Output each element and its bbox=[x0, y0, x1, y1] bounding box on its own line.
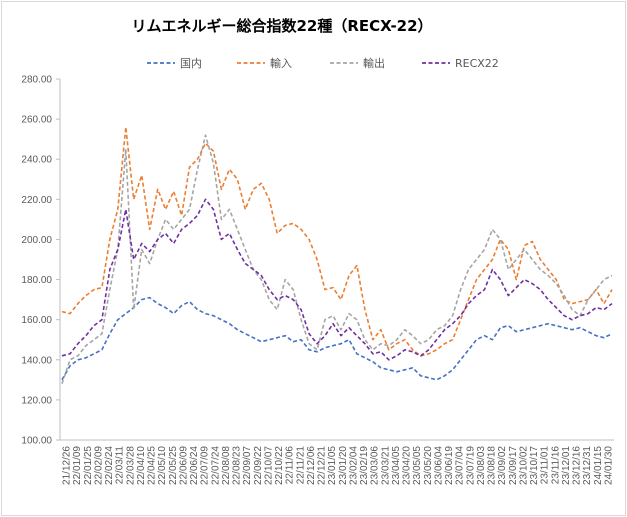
x-tick-label: 22/07/24 bbox=[210, 446, 221, 485]
x-tick-label: 23/01/05 bbox=[327, 446, 338, 485]
x-tick-label: 23/02/19 bbox=[359, 446, 370, 485]
y-axis: 100.00 120.00 140.00 160.00 180.00 200.00 220.… bbox=[21, 75, 61, 447]
plot-area bbox=[61, 126, 613, 385]
x-tick-label: 22/09/22 bbox=[253, 446, 264, 485]
x-tick-label: 22/01/25 bbox=[83, 446, 94, 485]
x-tick-label: 23/05/20 bbox=[423, 446, 434, 485]
x-tick-label: 22/12/06 bbox=[306, 446, 317, 485]
x-tick-label: 23/04/05 bbox=[391, 446, 402, 485]
y-tick-label: 140.00 bbox=[21, 355, 52, 366]
y-tick-label: 260.00 bbox=[21, 115, 52, 126]
x-tick-label: 23/11/16 bbox=[550, 446, 561, 485]
x-tick-label: 23/01/20 bbox=[338, 446, 349, 485]
x-tick-label: 22/11/21 bbox=[295, 446, 306, 485]
x-tick-label: 23/11/01 bbox=[540, 446, 551, 485]
x-axis: 21/12/26 22/01/09 22/01/25 22/02/09 22/02/24… bbox=[60, 439, 615, 485]
x-tick-label: 22/10/07 bbox=[263, 446, 274, 485]
x-tick-label: 22/03/28 bbox=[125, 446, 136, 485]
x-tick-label: 22/02/09 bbox=[93, 446, 104, 485]
x-tick-label: 23/12/31 bbox=[582, 446, 593, 485]
legend-label-3: 輸出 bbox=[363, 56, 385, 70]
series-line-4 bbox=[61, 198, 613, 361]
x-tick-label: 23/09/17 bbox=[508, 446, 519, 485]
x-tick-label: 23/07/19 bbox=[465, 446, 476, 485]
series-line-3 bbox=[61, 134, 613, 385]
x-tick-label: 22/12/21 bbox=[317, 446, 328, 485]
x-tick-label: 22/08/08 bbox=[221, 446, 232, 485]
x-tick-label: 23/03/21 bbox=[380, 446, 391, 485]
x-tick-label: 23/04/20 bbox=[402, 446, 413, 485]
series-line-1 bbox=[61, 296, 613, 381]
x-tick-label: 23/07/04 bbox=[455, 446, 466, 485]
x-tick-label: 22/09/07 bbox=[242, 446, 253, 485]
x-tick-label: 24/01/15 bbox=[593, 446, 604, 485]
x-tick-label: 22/10/22 bbox=[274, 446, 285, 485]
x-tick-label: 22/06/09 bbox=[178, 446, 189, 485]
x-tick-label: 23/10/17 bbox=[529, 446, 540, 485]
y-tick-label: 100.00 bbox=[21, 436, 52, 447]
x-tick-label: 22/01/09 bbox=[72, 446, 83, 485]
x-tick-label: 22/08/23 bbox=[232, 446, 243, 485]
y-tick-label: 180.00 bbox=[21, 275, 52, 286]
x-tick-label: 23/10/02 bbox=[518, 446, 529, 485]
y-tick-label: 240.00 bbox=[21, 155, 52, 166]
y-tick-label: 200.00 bbox=[21, 235, 52, 246]
x-tick-label: 22/03/11 bbox=[115, 446, 126, 485]
x-tick-label: 23/12/16 bbox=[572, 446, 583, 485]
x-tick-label: 23/06/19 bbox=[444, 446, 455, 485]
x-tick-label: 22/05/25 bbox=[168, 446, 179, 485]
x-tick-label: 24/01/30 bbox=[604, 446, 615, 485]
y-tick-label: 220.00 bbox=[21, 195, 52, 206]
y-tick-label: 160.00 bbox=[21, 315, 52, 326]
legend-label-2: 輸入 bbox=[270, 56, 292, 70]
chart-title: リムエネルギー総合指数22種（RECX-22） bbox=[131, 17, 432, 35]
x-tick-label: 22/05/10 bbox=[157, 446, 168, 485]
x-tick-label: 23/12/01 bbox=[561, 446, 572, 485]
x-tick-label: 23/09/02 bbox=[497, 446, 508, 485]
x-tick-label: 23/03/06 bbox=[370, 446, 381, 485]
x-tick-label: 23/02/04 bbox=[348, 446, 359, 485]
x-tick-label: 22/11/06 bbox=[285, 446, 296, 485]
y-tick-label: 120.00 bbox=[21, 395, 52, 406]
x-tick-label: 22/04/10 bbox=[136, 446, 147, 485]
legend: 国内 輸入 輸出 RECX22 bbox=[147, 56, 499, 70]
x-tick-label: 22/07/09 bbox=[200, 446, 211, 485]
x-tick-label: 23/05/05 bbox=[412, 446, 423, 485]
series-line-2 bbox=[61, 126, 613, 357]
x-tick-label: 21/12/26 bbox=[62, 446, 73, 485]
legend-label-4: RECX22 bbox=[455, 57, 499, 70]
x-tick-label: 23/08/18 bbox=[487, 446, 498, 485]
x-tick-label: 22/02/24 bbox=[104, 446, 115, 485]
y-tick-label: 280.00 bbox=[21, 75, 52, 86]
x-tick-label: 22/04/25 bbox=[147, 446, 158, 485]
x-tick-label: 23/08/03 bbox=[476, 446, 487, 485]
x-tick-label: 23/06/04 bbox=[433, 446, 444, 485]
legend-label-1: 国内 bbox=[180, 56, 202, 70]
x-tick-label: 22/06/24 bbox=[189, 446, 200, 485]
